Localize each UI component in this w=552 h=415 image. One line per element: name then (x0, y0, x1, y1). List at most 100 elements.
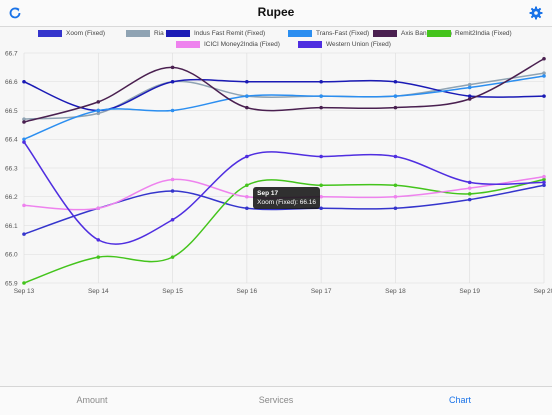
legend-label: Trans-Fast (Fixed) (316, 29, 370, 37)
data-point (542, 94, 546, 98)
tab-bar: Amount Services Chart (0, 386, 552, 415)
series-line (23, 58, 545, 123)
y-tick-label: 66.4 (5, 137, 18, 144)
legend-swatch (373, 29, 397, 37)
x-tick-label: Sep 13 (14, 288, 35, 295)
data-point (22, 203, 26, 208)
data-point (170, 108, 175, 113)
legend-label: Axis Bank (Fixed) (401, 29, 452, 37)
legend-swatch (126, 29, 150, 37)
data-point (467, 197, 472, 202)
refresh-icon (9, 7, 21, 19)
data-point (319, 194, 323, 199)
legend-swatch (38, 29, 62, 37)
x-tick-label: Sep 17 (311, 288, 332, 295)
data-point (542, 177, 546, 182)
y-tick-label: 66.0 (5, 252, 18, 259)
data-point (467, 180, 472, 185)
data-point (96, 108, 101, 113)
legend-swatch (427, 29, 451, 37)
data-point (393, 206, 398, 211)
legend-label: Western Union (Fixed) (326, 40, 391, 48)
data-point (96, 238, 101, 242)
data-point (96, 111, 101, 116)
data-point (170, 177, 175, 182)
y-tick-label: 66.1 (5, 223, 18, 230)
data-point (393, 79, 398, 84)
data-point (542, 56, 546, 61)
data-point (170, 255, 175, 259)
data-point (542, 174, 546, 179)
page-title: Rupee (257, 5, 295, 19)
chart-tooltip: Sep 17 Xoom (Fixed): 66.16 (253, 187, 321, 210)
x-tick-label: Sep 15 (162, 288, 183, 295)
data-point (319, 206, 323, 211)
x-tick-label: Sep 14 (88, 288, 109, 295)
data-point (170, 79, 175, 84)
refresh-button[interactable] (5, 3, 25, 23)
data-point (467, 85, 472, 90)
legend-item: Indus Fast Remit (Fixed) (166, 27, 265, 39)
legend-swatch (166, 29, 190, 37)
data-point (22, 232, 26, 236)
data-point (245, 105, 249, 110)
data-point (542, 183, 546, 188)
y-tick-label: 66.5 (5, 108, 18, 115)
data-point (393, 105, 398, 110)
data-point (393, 94, 398, 98)
data-point (96, 255, 101, 259)
series-line (23, 75, 545, 140)
tab-chart[interactable]: Chart (448, 395, 471, 405)
y-tick-label: 66.7 (5, 50, 18, 57)
data-point (319, 183, 323, 188)
data-point (319, 105, 323, 110)
data-point (22, 79, 26, 84)
data-point (22, 120, 26, 124)
line-chart: 65.9 66.0 66.1 66.2 66.3 66.4 66.5 66.6 66.7 Sep … (5, 50, 552, 295)
tooltip-value: Xoom (Fixed): 66.16 (257, 199, 317, 207)
data-point (170, 189, 175, 193)
legend-item: Trans-Fast (Fixed) (288, 27, 369, 39)
data-point (393, 154, 398, 159)
x-tick-label: Sep 18 (385, 288, 406, 295)
data-point (467, 97, 472, 101)
data-point (170, 217, 175, 222)
tab-services[interactable]: Services (258, 395, 294, 405)
data-point (319, 94, 323, 98)
data-point (245, 79, 249, 84)
tab-amount[interactable]: Amount (76, 395, 108, 405)
legend-swatch (288, 29, 312, 37)
legend-label: Xoom (Fixed) (66, 29, 106, 37)
data-point (467, 192, 472, 196)
legend-item: Xoom (Fixed) (38, 27, 105, 39)
y-tick-label: 65.9 (5, 280, 18, 287)
legend-item: Western Union (Fixed) (298, 38, 391, 50)
data-point (96, 206, 101, 211)
data-point (170, 65, 175, 70)
data-point (542, 71, 546, 75)
x-tick-label: Sep 19 (459, 288, 480, 295)
data-point (245, 94, 249, 98)
series-line (23, 178, 545, 284)
data-point (319, 79, 323, 84)
data-point (22, 117, 26, 121)
legend-label: Indus Fast Remit (Fixed) (194, 29, 266, 37)
legend-label: ICICI Money2India (Fixed) (204, 40, 280, 48)
legend-item: Axis Bank (Fixed) (373, 27, 452, 39)
y-tick-label: 66.3 (5, 165, 18, 172)
data-point (467, 82, 472, 87)
legend-item: ICICI Money2India (Fixed) (176, 38, 280, 50)
legend-swatch (298, 40, 322, 48)
settings-button[interactable] (526, 3, 546, 23)
nav-bar: Rupee (0, 0, 552, 27)
data-point (542, 180, 546, 185)
data-point (393, 183, 398, 188)
data-point (96, 100, 101, 104)
data-point (245, 183, 249, 188)
data-point (245, 206, 249, 211)
data-point (393, 194, 398, 199)
gear-icon (529, 6, 543, 20)
data-point (22, 281, 26, 285)
y-tick-label: 66.2 (5, 194, 18, 201)
